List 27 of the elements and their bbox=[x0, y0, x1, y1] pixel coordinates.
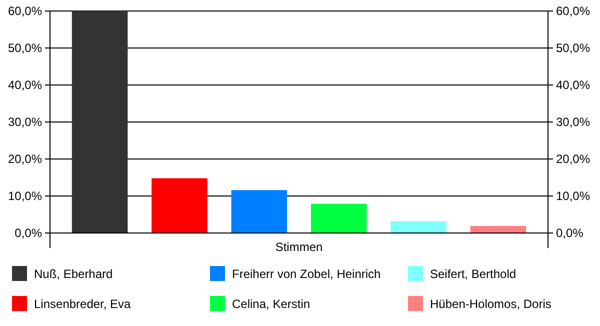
bar bbox=[310, 204, 367, 233]
bar bbox=[390, 221, 446, 233]
y-tick-label: 20,0% bbox=[8, 152, 42, 166]
legend-label: Linsenbreder, Eva bbox=[34, 297, 132, 311]
y-tick-label: 0,0% bbox=[14, 226, 42, 240]
legend-label: Seifert, Berthold bbox=[430, 267, 516, 281]
legend-label: Nuß, Eberhard bbox=[34, 267, 113, 281]
bar bbox=[470, 226, 526, 233]
bar bbox=[152, 178, 208, 233]
y-tick-label: 60,0% bbox=[8, 4, 42, 18]
bar bbox=[72, 11, 128, 233]
bar bbox=[231, 190, 288, 233]
x-tick-label: Stimmen bbox=[275, 240, 323, 254]
legend-label: Celina, Kerstin bbox=[232, 297, 310, 311]
y-tick-label: 30,0% bbox=[8, 114, 42, 129]
legend-label: Hüben-Holomos, Doris bbox=[430, 297, 552, 311]
text: 40,0% bbox=[556, 78, 590, 92]
text: 20,0% bbox=[556, 152, 590, 166]
text: 10,0% bbox=[556, 188, 590, 203]
text: 30,0% bbox=[556, 114, 590, 129]
text: 60,0% bbox=[556, 4, 590, 18]
y-tick-label: 50,0% bbox=[8, 40, 42, 55]
legend-label: Freiherr von Zobel, Heinrich bbox=[232, 267, 381, 281]
text: 50,0% bbox=[556, 40, 590, 55]
text: 0,0% bbox=[556, 226, 584, 240]
y-tick-label: 40,0% bbox=[8, 78, 42, 92]
y-tick-label: 10,0% bbox=[8, 188, 42, 203]
